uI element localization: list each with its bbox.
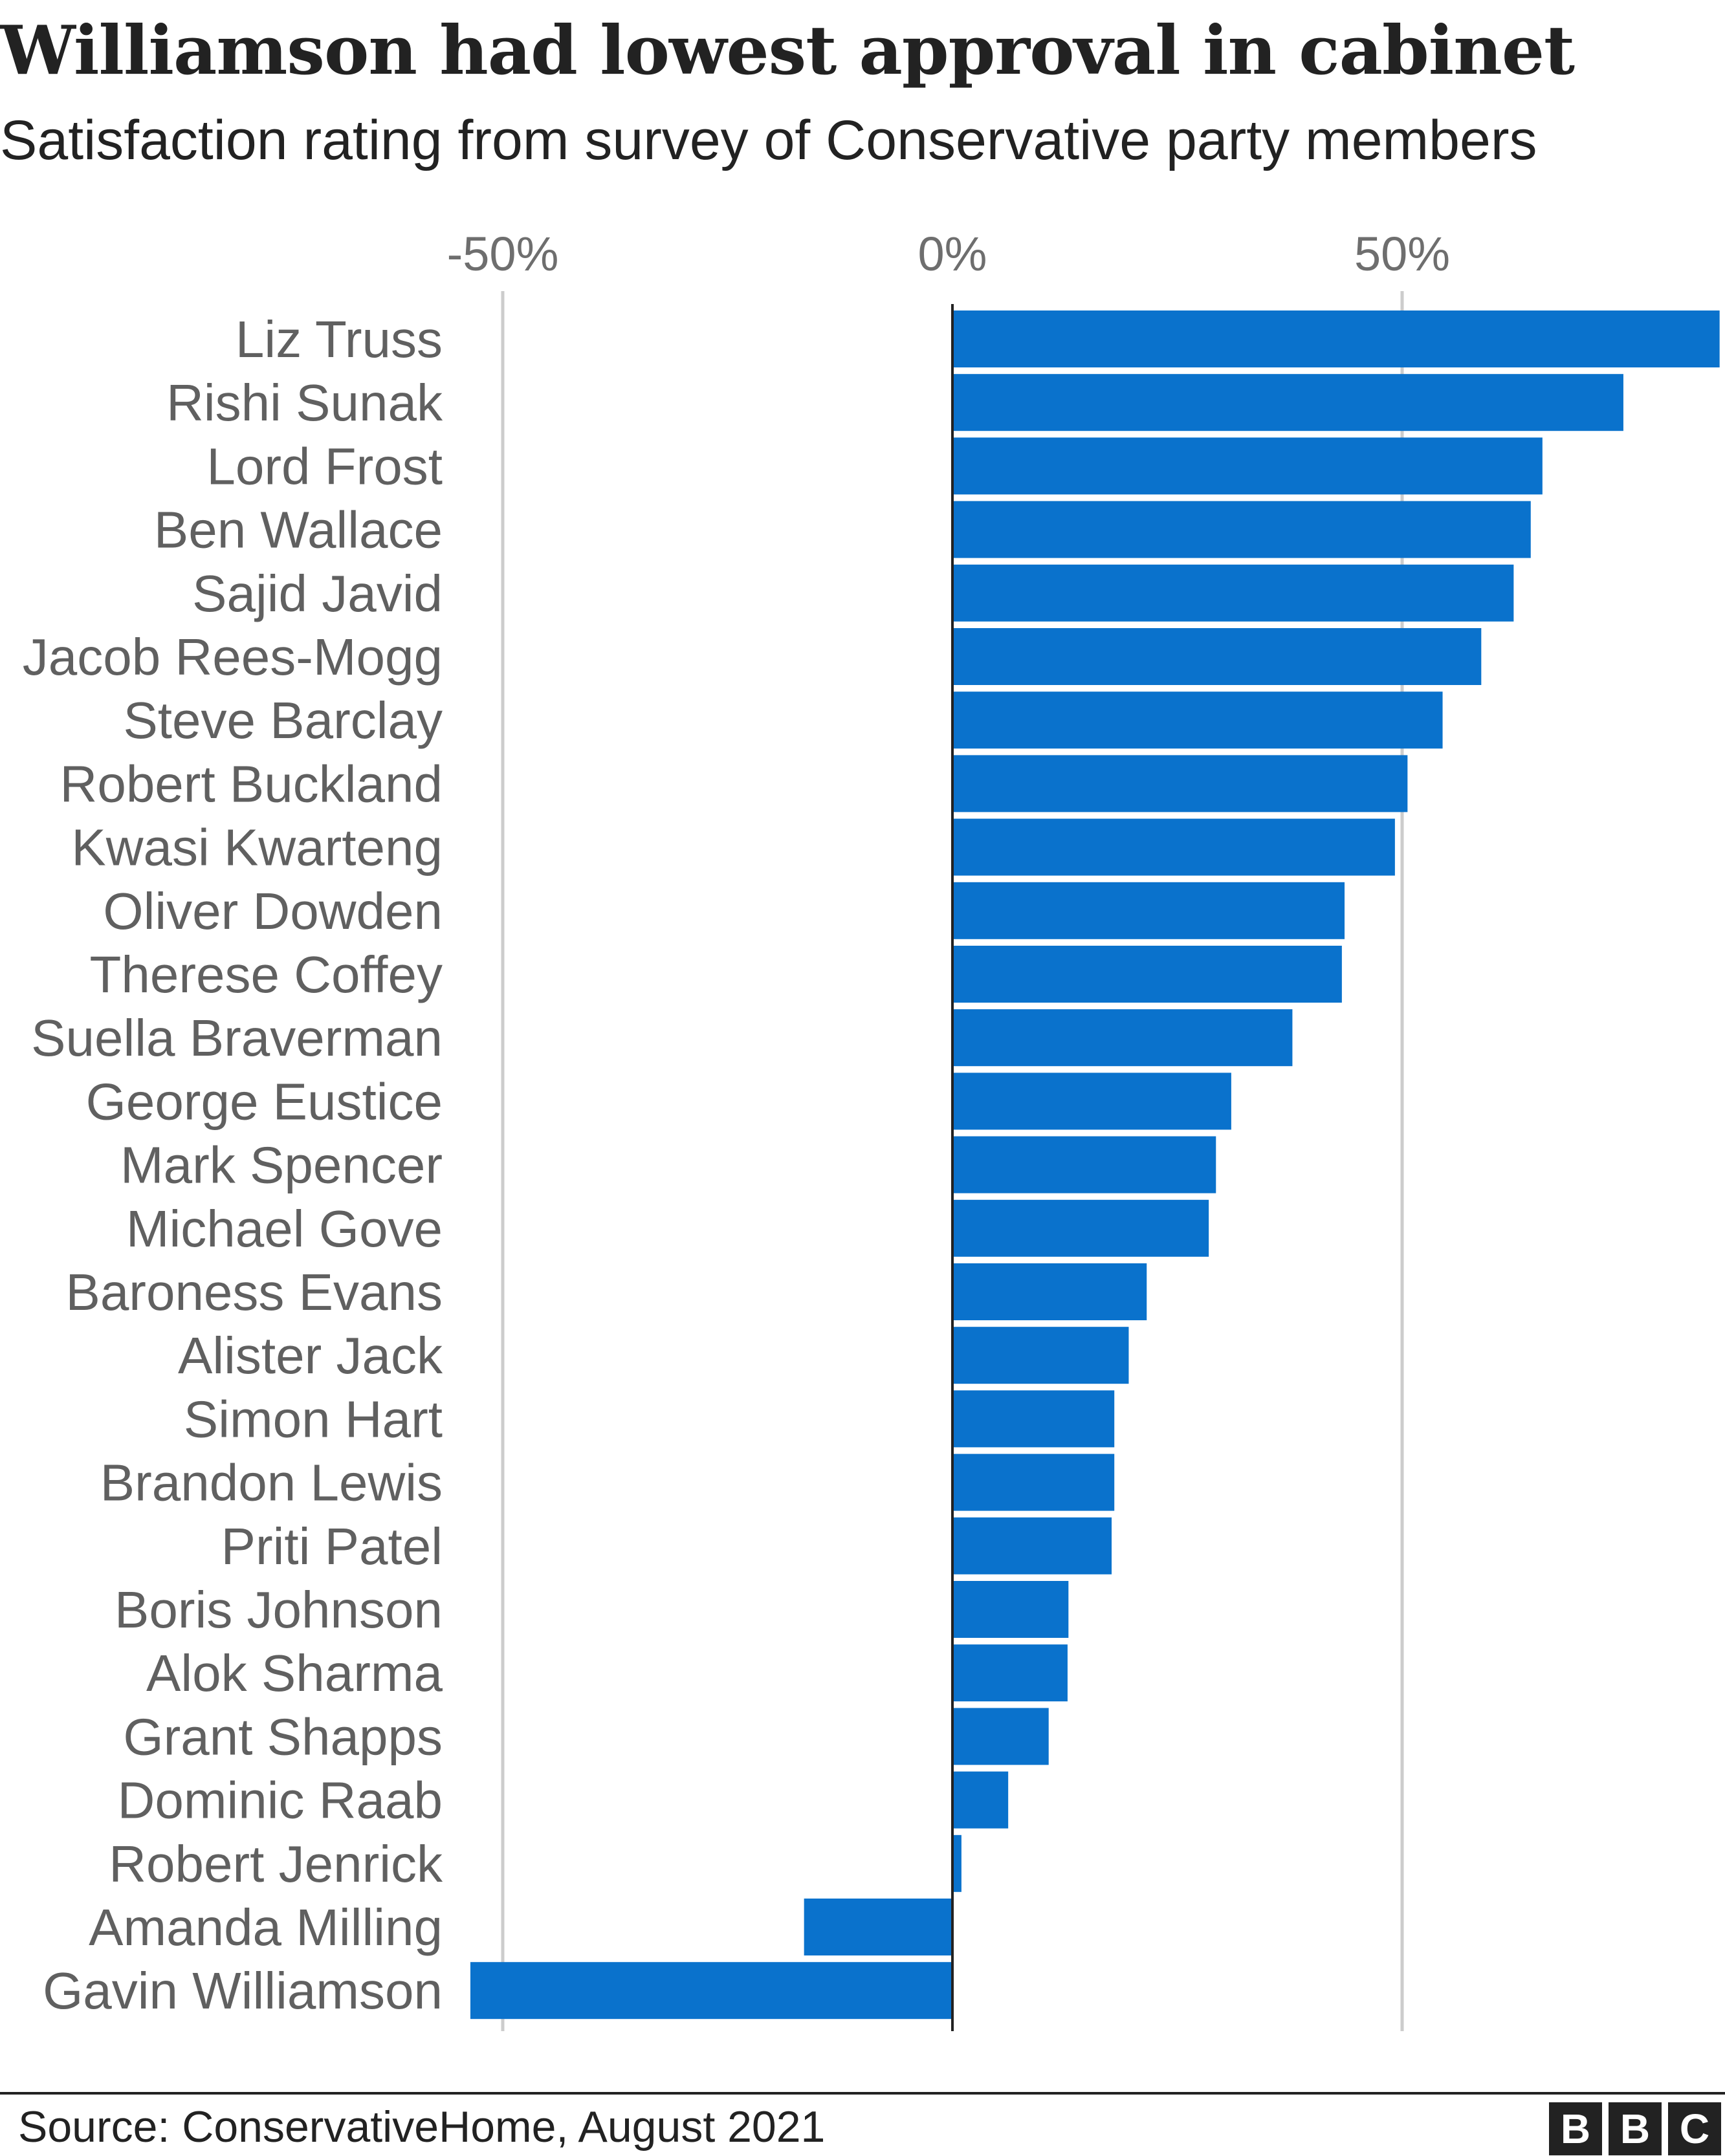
x-tick-label: 0%	[918, 227, 987, 281]
bar	[804, 1899, 952, 1955]
category-label: Jacob Rees-Mogg	[23, 628, 443, 686]
bar	[952, 437, 1543, 495]
category-label: Kwasi Kwarteng	[71, 819, 443, 877]
category-label: Brandon Lewis	[100, 1454, 443, 1512]
category-labels: Liz Truss Rishi Sunak Lord Frost Ben Wallac…	[23, 310, 443, 2020]
bar	[470, 1962, 952, 2020]
bar	[952, 1327, 1129, 1384]
category-label: Robert Buckland	[60, 755, 443, 812]
x-tick-label: -50%	[447, 227, 559, 281]
category-label: Sajid Javid	[192, 565, 443, 622]
bar	[952, 1009, 1293, 1067]
category-label: Boris Johnson	[115, 1581, 443, 1639]
category-label: Steve Barclay	[123, 691, 443, 749]
bar	[952, 818, 1395, 876]
bar	[952, 691, 1443, 749]
bar	[952, 564, 1514, 622]
logo-letter: B	[1609, 2102, 1662, 2155]
bar	[952, 374, 1623, 431]
bar	[952, 1835, 961, 1892]
category-label: Amanda Milling	[89, 1899, 443, 1956]
logo-letter: B	[1549, 2102, 1602, 2155]
bar	[952, 1390, 1115, 1448]
bar	[952, 1708, 1049, 1765]
chart-subtitle: Satisfaction rating from survey of Conse…	[0, 109, 1537, 171]
category-label: George Eustice	[86, 1073, 443, 1130]
footer-divider	[0, 2092, 1725, 2095]
bar	[952, 1073, 1231, 1130]
bar	[952, 1136, 1216, 1193]
category-label: Rishi Sunak	[166, 374, 443, 431]
bar	[952, 1517, 1112, 1574]
category-label: Robert Jenrick	[109, 1835, 443, 1893]
axis-tick-labels: -50% 0% 50%	[447, 227, 1450, 281]
category-label: Therese Coffey	[90, 946, 443, 1003]
bar-chart: -50% 0% 50% Liz Truss Rishi Sunak Lord Frost…	[23, 227, 1720, 2031]
bar	[952, 1454, 1115, 1511]
category-label: Dominic Raab	[118, 1772, 443, 1829]
bar	[952, 1199, 1209, 1257]
category-label: Baroness Evans	[65, 1263, 443, 1321]
logo-letter: C	[1668, 2102, 1721, 2155]
category-label: Alister Jack	[178, 1327, 443, 1384]
category-label: Ben Wallace	[154, 501, 443, 559]
bar	[952, 882, 1345, 939]
category-label: Priti Patel	[221, 1518, 443, 1575]
category-label: Simon Hart	[184, 1390, 443, 1448]
bbc-logo: B B C	[1549, 2102, 1721, 2155]
category-label: Lord Frost	[206, 437, 443, 495]
bar	[952, 1644, 1068, 1702]
bars	[470, 310, 1720, 2020]
bar	[952, 501, 1531, 558]
bar	[952, 1771, 1009, 1829]
category-label: Michael Gove	[126, 1200, 443, 1258]
bar	[952, 946, 1342, 1003]
bar	[952, 310, 1720, 367]
category-label: Mark Spencer	[120, 1137, 443, 1194]
category-label: Suella Braverman	[31, 1009, 443, 1067]
category-label: Liz Truss	[236, 310, 443, 368]
bar	[952, 755, 1408, 812]
category-label: Gavin Williamson	[43, 1962, 443, 2020]
category-label: Alok Sharma	[146, 1644, 443, 1702]
x-tick-label: 50%	[1354, 227, 1450, 281]
source-note: Source: ConservativeHome, August 2021	[18, 2102, 826, 2151]
bar	[952, 1581, 1069, 1638]
bar	[952, 628, 1482, 685]
bar	[952, 1263, 1147, 1320]
category-label: Grant Shapps	[123, 1708, 443, 1765]
category-label: Oliver Dowden	[103, 882, 443, 940]
chart-title: Williamson had lowest approval in cabine…	[0, 10, 1575, 90]
